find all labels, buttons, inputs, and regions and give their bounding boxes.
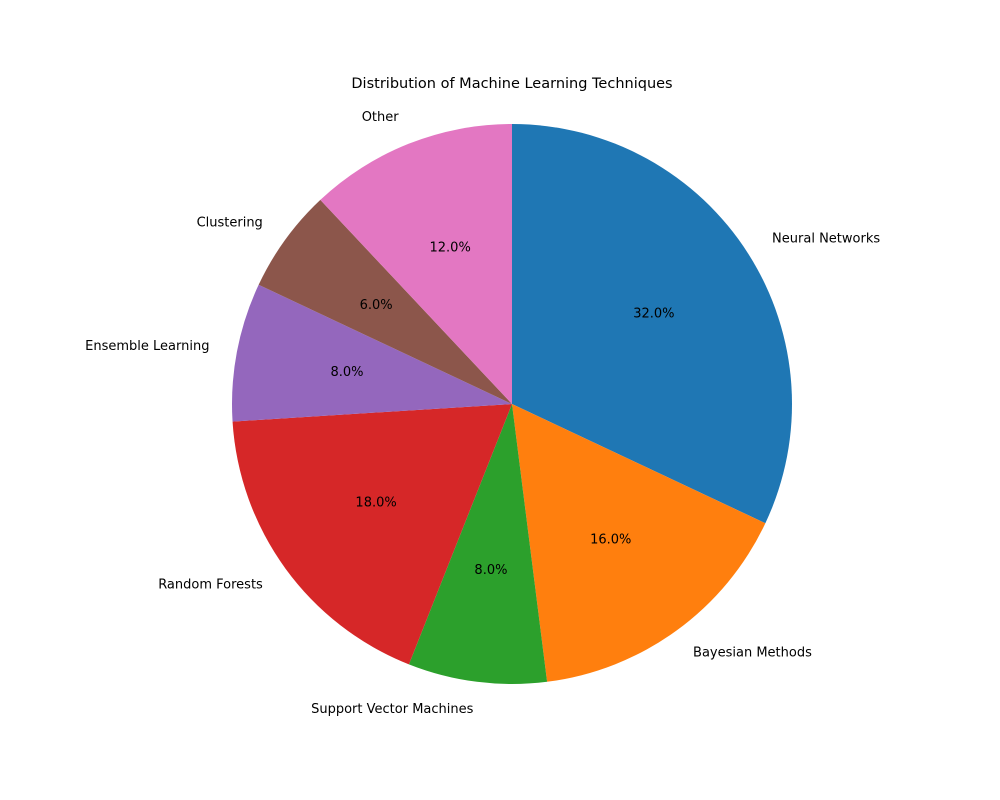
slice-percent-clustering: 6.0% [360, 298, 393, 313]
slice-label-clustering: Clustering [197, 215, 263, 230]
pie-slices [231, 124, 792, 684]
slice-percent-ensemble-learning: 8.0% [330, 365, 363, 380]
pie-labels: Neural Networks Bayesian Methods Support V… [85, 110, 880, 717]
slice-percent-neural-networks: 32.0% [633, 306, 674, 321]
pie-slice-neural-networks [512, 124, 792, 524]
slice-label-bayesian-methods: Bayesian Methods [693, 646, 812, 661]
slice-label-support-vector-machines: Support Vector Machines [311, 702, 473, 717]
slice-label-random-forests: Random Forests [158, 578, 263, 593]
slice-label-ensemble-learning: Ensemble Learning [85, 339, 209, 354]
slice-percent-other: 12.0% [430, 240, 471, 255]
slice-percent-support-vector-machines: 8.0% [474, 563, 507, 578]
slice-label-neural-networks: Neural Networks [772, 231, 880, 246]
chart-title: Distribution of Machine Learning Techniq… [351, 76, 672, 92]
pie-percent-labels: 32.0% 16.0% 8.0% 18.0% 8.0% 6.0% 12.0% [330, 240, 674, 578]
slice-label-other: Other [362, 110, 400, 125]
pie-slice-ensemble-learning [231, 284, 513, 422]
pie-slice-clustering [258, 199, 512, 404]
slice-percent-bayesian-methods: 16.0% [590, 532, 631, 547]
pie-slice-bayesian-methods [512, 404, 766, 682]
pie-slice-random-forests [232, 404, 513, 665]
slice-percent-random-forests: 18.0% [355, 495, 396, 510]
pie-slice-support-vector-machines [408, 404, 548, 684]
pie-slice-other [320, 124, 512, 404]
